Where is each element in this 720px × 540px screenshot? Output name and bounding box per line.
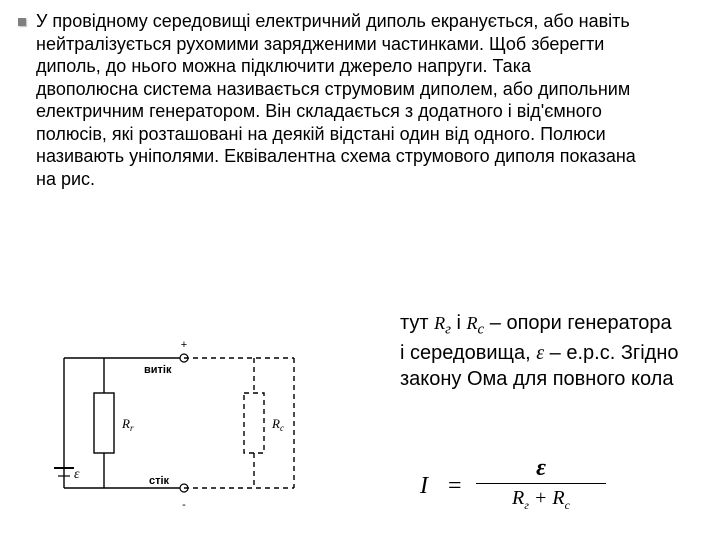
formula-denominator: Rг + Rc: [476, 486, 606, 517]
label-rc: Rc: [271, 416, 284, 433]
label-stik: стік: [149, 475, 170, 487]
explanation-paragraph: тут Rг і Rc – опори генератора і середов…: [400, 310, 680, 392]
math-eps: ε: [536, 342, 544, 364]
formula-I: I: [420, 473, 428, 500]
label-rg: Rr: [121, 416, 134, 433]
label-plus: +: [181, 339, 187, 351]
math-rg: Rг: [434, 313, 451, 333]
formula-fraction: ε Rг + Rc: [476, 455, 606, 517]
formula-eq: =: [448, 473, 462, 500]
formula-numerator: ε: [476, 455, 606, 481]
slide-bullet: [18, 18, 26, 26]
txt-i: і: [457, 312, 467, 334]
label-vytik: витік: [144, 364, 172, 376]
label-minus: -: [182, 499, 186, 511]
ohm-formula: I = ε Rг + Rc: [420, 455, 640, 525]
main-paragraph: У провідному середовищі електричний дипо…: [36, 10, 636, 190]
txt-tut: тут: [400, 312, 434, 334]
label-eps-left: ε: [74, 467, 80, 482]
circuit-diagram: + - витік стік Rr Rc ε: [34, 308, 344, 528]
formula-bar: [476, 483, 606, 484]
math-rc: Rc: [467, 313, 485, 333]
